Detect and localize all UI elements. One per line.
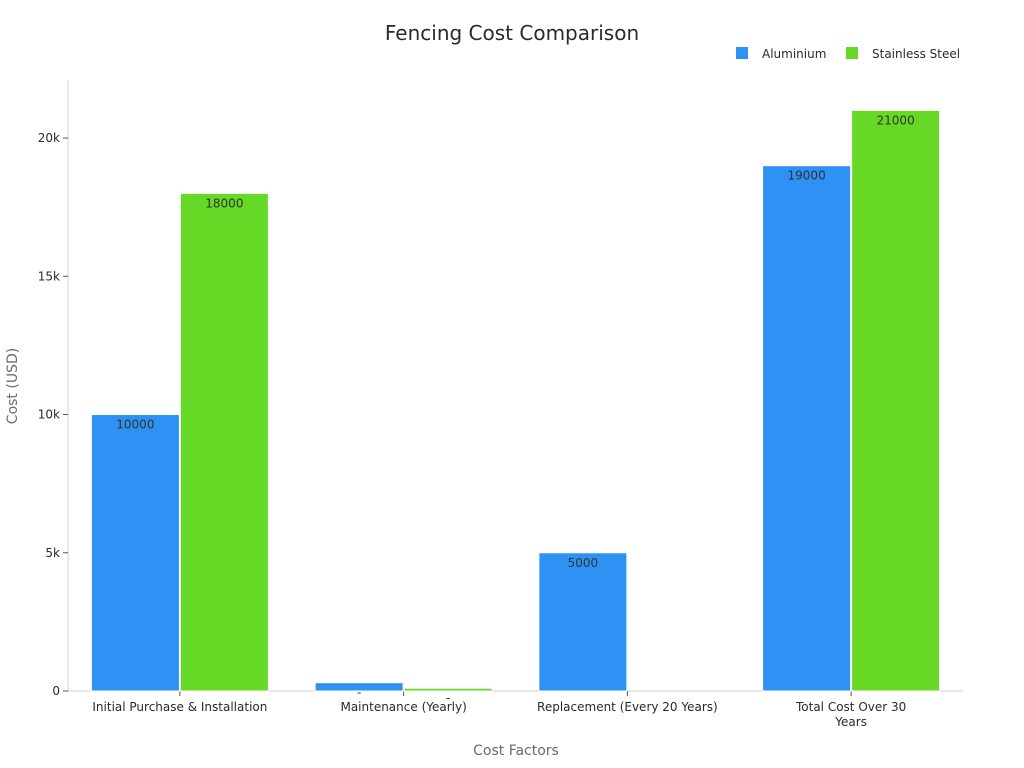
x-tick-label-line: Years bbox=[834, 715, 867, 729]
bar-stainless-steel bbox=[403, 687, 493, 692]
x-tick-label-line: Initial Purchase & Installation bbox=[92, 700, 267, 714]
y-axis: 0 5k 10k 15k 20k bbox=[38, 80, 69, 698]
y-axis-title: Cost (USD) bbox=[5, 348, 21, 424]
legend-label: Stainless Steel bbox=[872, 47, 960, 61]
legend-swatch bbox=[846, 47, 858, 59]
x-tick-label-line: Replacement (Every 20 Years) bbox=[537, 700, 718, 714]
bars bbox=[90, 109, 941, 692]
bar-aluminium bbox=[314, 682, 404, 692]
bar-aluminium bbox=[90, 414, 180, 692]
data-label: - bbox=[357, 686, 361, 700]
y-tick-label: 15k bbox=[38, 269, 60, 283]
data-labels: 10000 18000 - - 5000 19000 21000 bbox=[116, 113, 914, 705]
bar-stainless-steel bbox=[851, 109, 941, 692]
y-tick-label: 5k bbox=[45, 546, 60, 560]
data-label: 10000 bbox=[116, 418, 154, 432]
x-tick-label: Initial Purchase & Installation bbox=[92, 700, 267, 714]
y-tick-label: 10k bbox=[38, 408, 60, 422]
x-axis-title: Cost Factors bbox=[473, 743, 559, 759]
x-tick-label: Total Cost Over 30 Years bbox=[795, 700, 906, 729]
data-label: 18000 bbox=[205, 196, 243, 210]
x-tick-label: Replacement (Every 20 Years) bbox=[537, 700, 718, 714]
x-axis: Initial Purchase & Installation Maintenan… bbox=[68, 690, 963, 729]
y-tick-label: 0 bbox=[52, 684, 60, 698]
y-tick-label: 20k bbox=[38, 131, 60, 145]
bar-aluminium bbox=[762, 165, 852, 692]
bar-stainless-steel bbox=[179, 192, 269, 692]
x-tick-label: Maintenance (Yearly) bbox=[340, 700, 466, 714]
chart-title: Fencing Cost Comparison bbox=[385, 21, 639, 45]
data-label: 19000 bbox=[788, 169, 826, 183]
data-label: 5000 bbox=[568, 556, 599, 570]
x-tick-label-line: Total Cost Over 30 bbox=[795, 700, 906, 714]
bar-aluminium bbox=[538, 552, 628, 692]
data-label: 21000 bbox=[877, 113, 915, 127]
x-tick-label-line: Maintenance (Yearly) bbox=[340, 700, 466, 714]
data-label: - bbox=[446, 691, 450, 705]
legend-label: Aluminium bbox=[762, 47, 826, 61]
legend: Aluminium Stainless Steel bbox=[736, 47, 960, 61]
legend-swatch bbox=[736, 47, 748, 59]
